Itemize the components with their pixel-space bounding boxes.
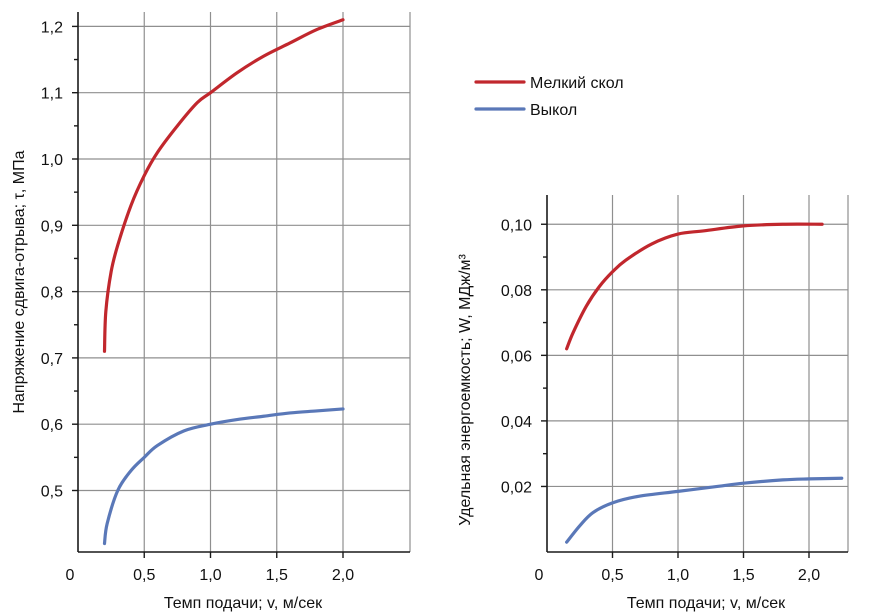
series-line-vykol	[102, 407, 345, 546]
x-tick-label: 1,5	[266, 567, 288, 584]
y-tick-label: 0,6	[41, 417, 63, 434]
y-axis-label: Напряжение сдвига-отрыва; τ, МПа	[11, 150, 28, 413]
y-tick-label: 0,7	[41, 351, 63, 368]
x-tick-label: 2,0	[332, 567, 354, 584]
y-axis-label: Удельная энергоемкость; W, МДж/м³	[457, 254, 474, 526]
legend: Мелкий скол Выкол	[474, 75, 624, 119]
x-axis-label: Темп подачи; v, м/сек	[627, 595, 786, 612]
series-line-vykol	[565, 476, 844, 544]
chart-specific-energy: 0,02 0,04 0,06 0,08 0,10 0 0,5 1,0 1,5 2,0 Темп по…	[457, 195, 849, 612]
y-tick-label: 1,1	[41, 86, 63, 103]
y-tick-label: 0,10	[501, 217, 532, 234]
y-tick-label: 1,0	[41, 152, 63, 169]
y-tick-label: 0,02	[501, 479, 532, 496]
x-tick-label: 0,5	[601, 567, 623, 584]
x-axis-label: Темп подачи; v, м/сек	[164, 595, 323, 612]
y-tick-label: 0,9	[41, 218, 63, 235]
x-tick-label: 2,0	[798, 567, 820, 584]
x-tick-label: 1,0	[667, 567, 689, 584]
series-line-melkiy-skol	[565, 222, 824, 351]
y-tick-label: 0,04	[501, 414, 532, 431]
y-tick-label: 0,06	[501, 348, 532, 365]
x-tick-label: 1,5	[732, 567, 754, 584]
legend-label-melkiy-skol: Мелкий скол	[530, 75, 624, 92]
y-tick-label: 0,8	[41, 285, 63, 302]
series-line-melkiy-skol	[102, 18, 345, 353]
legend-label-vykol: Выкол	[530, 102, 577, 119]
x-tick-label: 1,0	[199, 567, 221, 584]
x-tick-label: 0	[66, 567, 75, 584]
y-tick-label: 0,5	[41, 484, 63, 501]
x-tick-label: 0,5	[133, 567, 155, 584]
y-tick-label: 0,08	[501, 283, 532, 300]
y-tick-label: 1,2	[41, 19, 63, 36]
x-tick-label: 0	[535, 567, 544, 584]
chart-shear-stress: 0,5 0,6 0,7 0,8 0,9 1,0 1,1 1,2 0 0,5 1,0 1,5 2,0 Тем…	[11, 12, 411, 612]
